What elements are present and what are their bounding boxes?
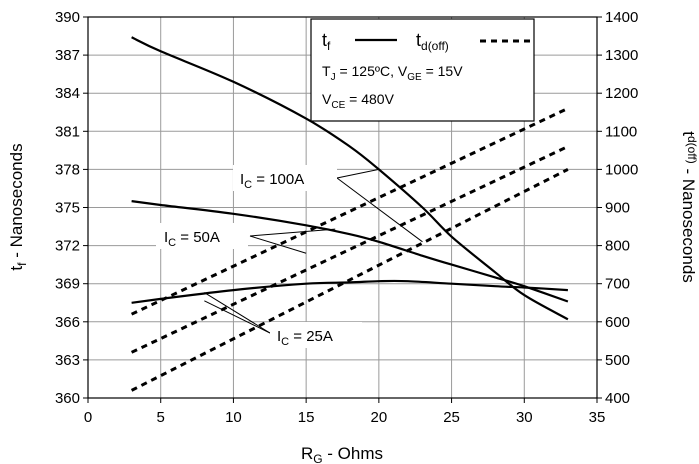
- legend-box: [310, 18, 535, 122]
- y-left-tick-label: 378: [55, 161, 80, 178]
- annotations: IC = 100A IC = 50A IC = 25A: [156, 165, 362, 348]
- y-right-tick-label: 400: [605, 390, 630, 407]
- legend: tf td(off) TJ = 125ºC, VGE = 15V VCE = 4…: [310, 18, 535, 122]
- y-axis-right-title: td(off) - Nanoseconds: [679, 131, 699, 283]
- x-axis-title: RG - Ohms: [301, 444, 383, 464]
- series-td-25: [130, 168, 569, 392]
- leader-line: [204, 300, 271, 334]
- series-tf-25: [131, 279, 568, 304]
- series-tf-100: [131, 36, 569, 321]
- y-right-tick-label: 1300: [605, 47, 638, 64]
- legend-condition-2: VCE = 480V: [322, 91, 395, 111]
- y-right-tick-label: 1400: [605, 9, 638, 26]
- y-right-tick-label: 700: [605, 276, 630, 293]
- y-left-tick-label: 372: [55, 238, 80, 255]
- x-tick-label: 30: [516, 409, 533, 426]
- y-right-tick-label: 800: [605, 238, 630, 255]
- legend-condition-1: TJ = 125ºC, VGE = 15V: [322, 63, 463, 83]
- y-left-tick-label: 366: [55, 314, 80, 331]
- leader-line: [249, 235, 307, 254]
- x-tick-label: 15: [298, 409, 315, 426]
- ticks: 0 5 10 15 20 25 30 35 360 363 366 369 372 375 378 381 38…: [55, 9, 638, 426]
- y-right-tick-label: 500: [605, 352, 630, 369]
- y-left-tick-label: 369: [55, 276, 80, 293]
- annotation-ic50-bg: [156, 223, 248, 249]
- leader-lines: [204, 168, 423, 334]
- series-td-50: [130, 145, 569, 354]
- x-tick-label: 20: [371, 409, 388, 426]
- series-td-100: [130, 107, 569, 316]
- annotation-ic50: IC = 50A: [164, 229, 220, 249]
- y-right-tick-label: 1000: [605, 161, 638, 178]
- y-right-tick-label: 600: [605, 314, 630, 331]
- y-axis-left-title: tf - Nanoseconds: [7, 143, 29, 270]
- x-tick-label: 35: [589, 409, 606, 426]
- leader-line: [336, 168, 379, 179]
- legend-td-label: td(off): [416, 30, 449, 53]
- series-group: [130, 36, 569, 392]
- annotation-ic100: IC = 100A: [240, 171, 304, 191]
- x-tick-label: 25: [443, 409, 460, 426]
- y-left-tick-label: 390: [55, 9, 80, 26]
- x-tick-label: 0: [84, 409, 92, 426]
- leader-line: [204, 292, 271, 334]
- annotation-ic100-bg: [233, 165, 337, 191]
- x-tick-label: 10: [225, 409, 242, 426]
- y-left-tick-label: 381: [55, 123, 80, 140]
- y-right-tick-label: 1100: [605, 123, 637, 140]
- y-right-tick-label: 900: [605, 200, 630, 217]
- legend-tf-label: tf: [322, 30, 331, 53]
- y-left-tick-label: 384: [55, 85, 80, 102]
- x-tick-label: 5: [157, 409, 165, 426]
- series-tf-50: [131, 200, 569, 303]
- leader-line: [249, 228, 336, 237]
- annotation-ic25-bg: [270, 322, 362, 348]
- y-left-tick-label: 363: [55, 352, 80, 369]
- y-left-tick-label: 387: [55, 47, 80, 64]
- annotation-ic25: IC = 25A: [277, 328, 333, 348]
- leader-line: [336, 177, 423, 243]
- y-left-tick-label: 360: [55, 390, 80, 407]
- y-right-tick-label: 1200: [605, 85, 638, 102]
- y-left-tick-label: 375: [55, 200, 80, 217]
